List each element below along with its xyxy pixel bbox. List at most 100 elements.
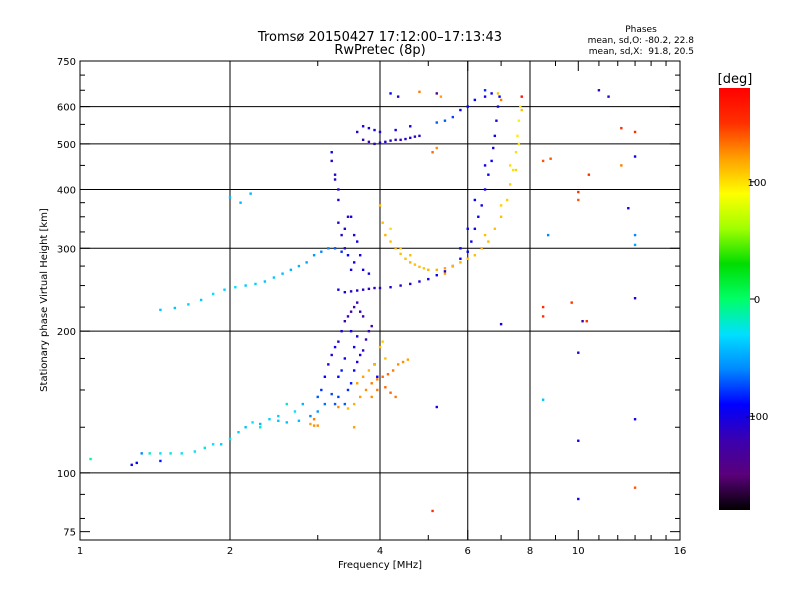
data-point bbox=[381, 221, 384, 224]
data-point bbox=[514, 151, 518, 154]
data-point bbox=[333, 173, 337, 176]
y-tick-label: 75 bbox=[63, 528, 76, 539]
data-point bbox=[320, 388, 323, 392]
data-point bbox=[496, 92, 500, 95]
data-point bbox=[327, 247, 330, 250]
data-point bbox=[373, 128, 376, 132]
data-point bbox=[285, 402, 288, 406]
y-axis-label: Stationary phase Virtual Height [km] bbox=[39, 208, 50, 392]
y-tick-labels: 75 100 200 300 400 500 600 750 bbox=[57, 57, 76, 539]
data-point bbox=[378, 345, 382, 349]
data-point bbox=[293, 410, 297, 413]
data-point bbox=[443, 267, 447, 270]
data-point bbox=[352, 426, 356, 429]
data-point bbox=[364, 338, 368, 341]
data-point bbox=[435, 92, 438, 95]
data-point bbox=[316, 410, 319, 413]
data-point bbox=[384, 357, 387, 360]
data-point bbox=[346, 388, 350, 392]
data-point bbox=[340, 329, 343, 333]
data-point bbox=[499, 215, 503, 218]
data-point bbox=[378, 141, 382, 144]
data-point bbox=[130, 463, 133, 467]
data-point bbox=[516, 134, 519, 138]
data-point bbox=[620, 126, 623, 130]
data-point bbox=[483, 164, 487, 167]
data-point bbox=[219, 443, 223, 446]
data-point bbox=[239, 201, 242, 204]
data-point bbox=[159, 308, 162, 312]
colorbar-label: [deg] bbox=[718, 72, 753, 87]
data-point bbox=[349, 268, 353, 272]
data-point bbox=[384, 233, 387, 237]
data-point bbox=[633, 155, 637, 158]
data-point bbox=[285, 421, 288, 424]
data-point bbox=[330, 353, 333, 357]
data-point bbox=[343, 319, 347, 323]
data-point bbox=[389, 227, 392, 231]
data-point bbox=[418, 134, 421, 138]
data-point bbox=[435, 268, 438, 272]
data-point bbox=[443, 119, 447, 122]
data-point bbox=[541, 398, 545, 401]
data-point bbox=[199, 298, 203, 302]
data-point bbox=[234, 286, 237, 289]
data-point bbox=[337, 198, 340, 202]
x-tick-label: 16 bbox=[674, 546, 687, 557]
data-point bbox=[361, 349, 365, 352]
colorbar-tick-label: 0 bbox=[754, 295, 760, 306]
data-point bbox=[435, 405, 438, 409]
data-point bbox=[577, 439, 580, 442]
data-point bbox=[477, 215, 480, 218]
data-point bbox=[309, 414, 312, 418]
data-point bbox=[487, 173, 490, 176]
data-point bbox=[237, 431, 240, 434]
data-point bbox=[633, 486, 637, 489]
data-point bbox=[473, 98, 477, 102]
data-point bbox=[389, 92, 392, 95]
data-point bbox=[378, 130, 382, 134]
data-point bbox=[327, 363, 330, 366]
data-point bbox=[352, 305, 356, 309]
data-point bbox=[330, 159, 333, 163]
data-point bbox=[514, 168, 518, 172]
data-point bbox=[633, 418, 637, 421]
data-point bbox=[312, 424, 316, 427]
data-point bbox=[333, 345, 337, 349]
data-point bbox=[259, 422, 262, 426]
data-point bbox=[378, 204, 382, 207]
data-point bbox=[349, 382, 353, 385]
chart-subtitle: RwPretec (8p) bbox=[334, 43, 425, 58]
data-point bbox=[159, 452, 162, 455]
data-point bbox=[361, 268, 365, 272]
data-point bbox=[367, 287, 371, 291]
data-point bbox=[413, 263, 417, 266]
data-point bbox=[337, 405, 340, 409]
data-point bbox=[435, 146, 438, 150]
chart-title: Tromsø 20150427 17:12:00–17:13:43 bbox=[257, 30, 502, 45]
data-point bbox=[451, 264, 455, 268]
data-point bbox=[316, 395, 319, 399]
data-point bbox=[466, 257, 469, 260]
data-point bbox=[355, 301, 359, 304]
data-point bbox=[399, 138, 402, 142]
data-point bbox=[343, 247, 347, 250]
x-tick-labels: 1 2 4 6 8 10 16 bbox=[77, 546, 687, 557]
data-point bbox=[493, 134, 497, 138]
data-point bbox=[427, 277, 430, 281]
x-tick-label: 10 bbox=[572, 546, 585, 557]
data-point bbox=[499, 204, 503, 207]
data-point bbox=[495, 119, 498, 122]
data-point bbox=[367, 369, 371, 372]
data-point bbox=[297, 419, 301, 423]
data-point bbox=[633, 130, 637, 134]
data-point bbox=[337, 395, 340, 399]
data-point bbox=[466, 105, 469, 108]
data-point bbox=[187, 303, 190, 306]
data-point bbox=[355, 240, 359, 243]
data-point bbox=[367, 329, 371, 333]
data-point bbox=[211, 292, 215, 296]
data-point bbox=[633, 297, 637, 300]
data-point bbox=[361, 138, 365, 142]
colorbar-tick-label: -100 bbox=[746, 412, 769, 423]
